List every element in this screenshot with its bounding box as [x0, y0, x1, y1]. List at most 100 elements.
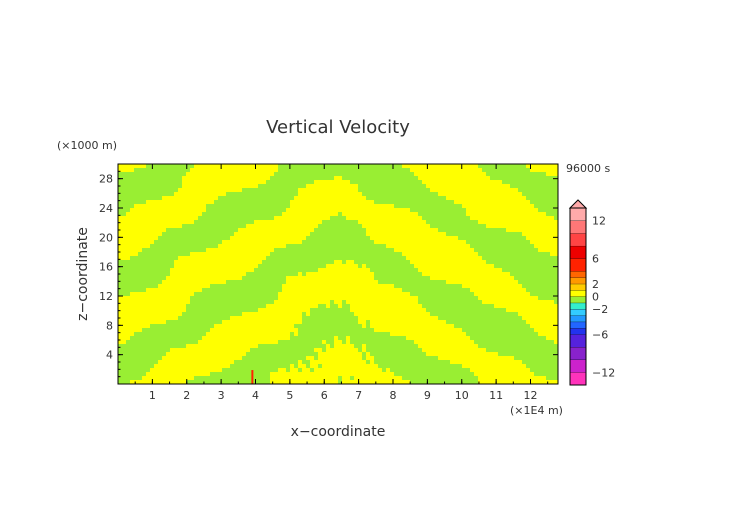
field-band	[174, 192, 226, 196]
field-band	[146, 200, 214, 204]
y-axis-label: z−coordinate	[75, 227, 91, 321]
field-band	[178, 188, 242, 192]
field-band	[486, 224, 558, 228]
field-band	[286, 208, 410, 212]
field-band	[218, 244, 286, 248]
field-band	[130, 380, 186, 384]
colorbar-tick-label: 12	[592, 215, 606, 228]
x-tick-label: 11	[489, 389, 503, 402]
field-band	[526, 320, 558, 324]
velocity-field	[118, 164, 558, 384]
field-band	[290, 364, 294, 368]
field-band	[346, 216, 422, 220]
colorbar-swatch	[570, 277, 586, 284]
field-band	[298, 272, 302, 276]
time-label: 96000 s	[566, 162, 610, 175]
field-band	[298, 360, 302, 364]
field-band	[170, 272, 246, 276]
field-band	[286, 280, 378, 284]
field-band	[482, 300, 554, 304]
field-band	[474, 372, 534, 376]
field-band	[118, 328, 142, 332]
field-band	[194, 164, 278, 168]
field-band	[118, 300, 190, 304]
field-band	[470, 368, 530, 372]
x-tick-label: 6	[321, 389, 328, 402]
field-band	[278, 296, 418, 300]
field-band	[182, 180, 266, 184]
field-band	[362, 348, 366, 352]
field-band	[450, 360, 522, 364]
field-band	[414, 264, 494, 268]
field-band	[346, 336, 350, 340]
field-band	[418, 344, 478, 348]
field-band	[402, 252, 478, 256]
field-band	[118, 324, 150, 328]
field-band	[354, 376, 402, 380]
field-band	[342, 212, 418, 216]
field-band	[118, 236, 158, 240]
field-band	[282, 288, 402, 292]
field-band	[270, 376, 338, 380]
x-tick-label: 2	[183, 389, 190, 402]
field-band	[374, 328, 462, 332]
field-band	[118, 316, 178, 320]
y-unit-label: (×1000 m)	[57, 139, 117, 152]
field-band	[478, 296, 538, 300]
field-band	[438, 356, 514, 360]
field-band	[274, 300, 330, 304]
field-band	[386, 244, 470, 248]
field-band	[402, 164, 478, 168]
field-band	[318, 352, 362, 356]
y-tick-label: 28	[99, 173, 113, 186]
field-band	[366, 232, 446, 236]
field-band	[462, 204, 534, 208]
field-band	[162, 196, 218, 200]
field-band	[174, 260, 262, 264]
field-band	[334, 300, 342, 304]
field-band	[314, 348, 322, 352]
field-band	[186, 344, 258, 348]
x-tick-label: 5	[286, 389, 293, 402]
field-band	[370, 360, 374, 364]
x-tick-label: 8	[390, 389, 397, 402]
field-band	[142, 376, 194, 380]
field-band	[170, 268, 254, 272]
colorbar-swatch	[570, 245, 586, 259]
field-band	[362, 324, 366, 328]
field-band	[334, 176, 342, 180]
field-band	[166, 276, 242, 280]
colorbar-swatch	[570, 208, 586, 221]
field-band	[290, 200, 374, 204]
field-band	[130, 292, 194, 296]
colorbar-tick-label: −6	[592, 328, 608, 341]
field-band	[254, 220, 322, 224]
field-band	[118, 296, 190, 300]
field-band	[374, 240, 466, 244]
field-band	[342, 376, 350, 380]
colorbar-tick-label: −12	[592, 366, 615, 379]
field-band	[326, 264, 358, 268]
field-band	[174, 264, 258, 268]
field-band	[346, 260, 354, 264]
field-band	[150, 368, 222, 372]
field-band	[298, 192, 362, 196]
x-tick-label: 12	[524, 389, 538, 402]
field-band	[162, 356, 242, 360]
x-tick-label: 10	[455, 389, 469, 402]
field-band	[118, 164, 146, 168]
field-band	[526, 164, 558, 168]
colorbar-swatch	[570, 290, 586, 297]
colorbar-swatch	[570, 233, 586, 246]
field-band	[310, 364, 318, 368]
field-band	[306, 272, 374, 276]
field-band	[466, 208, 538, 212]
field-band	[462, 364, 526, 368]
field-band	[306, 184, 358, 188]
chart-title: Vertical Velocity	[266, 117, 410, 138]
field-band	[302, 368, 310, 372]
field-band	[314, 368, 382, 372]
field-band	[370, 236, 458, 240]
y-tick-label: 16	[99, 261, 113, 274]
field-band	[286, 276, 374, 280]
